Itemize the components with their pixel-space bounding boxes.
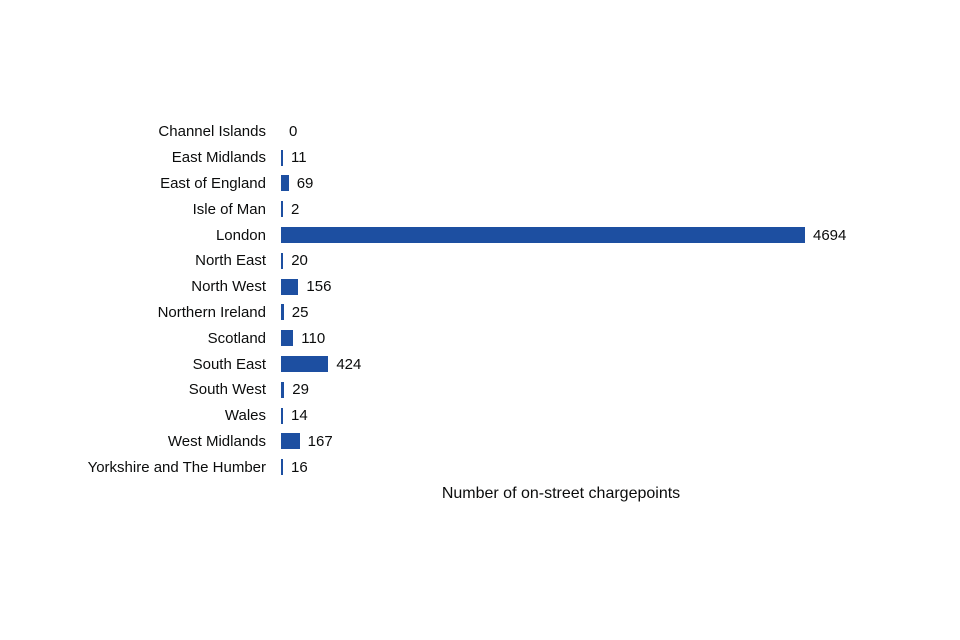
- bar: [281, 175, 289, 192]
- category-label: West Midlands: [167, 432, 266, 450]
- value-label: 424: [336, 355, 362, 373]
- value-label: 167: [307, 432, 333, 450]
- value-label: 4694: [813, 226, 847, 244]
- bar: [281, 381, 285, 398]
- category-label: North West: [191, 278, 266, 296]
- category-label: East Midlands: [171, 149, 266, 167]
- bar-row: East Midlands 11: [0, 145, 960, 171]
- category-label: Channel Islands: [158, 123, 266, 141]
- bar: [281, 149, 283, 166]
- plot-area: 29: [281, 377, 960, 403]
- plot-area: 20: [281, 248, 960, 274]
- bar: [281, 407, 283, 424]
- bar: [281, 356, 329, 373]
- bar-row: South West 29: [0, 377, 960, 403]
- plot-area: 156: [281, 274, 960, 300]
- category-label: London: [215, 226, 266, 244]
- bar-row: East of England 69: [0, 171, 960, 197]
- category-label: Wales: [224, 407, 266, 425]
- plot-area: 0: [281, 119, 960, 145]
- bar-row: Northern Ireland 25: [0, 300, 960, 326]
- category-label: North East: [195, 252, 266, 270]
- plot-area: 424: [281, 351, 960, 377]
- bar: [281, 330, 294, 347]
- category-label: South East: [192, 355, 266, 373]
- bar-row: Yorkshire and The Humber 16: [0, 454, 960, 480]
- category-label: Northern Ireland: [157, 303, 266, 321]
- value-label: 29: [292, 381, 309, 399]
- plot-area: 2: [281, 196, 960, 222]
- value-label: 20: [291, 252, 308, 270]
- bar-row: Wales 14: [0, 403, 960, 429]
- bar: [281, 278, 299, 295]
- value-label: 110: [301, 329, 326, 347]
- plot-area: 4694: [281, 222, 960, 248]
- bar: [281, 227, 805, 244]
- plot-area: 69: [281, 171, 960, 197]
- plot-area: 25: [281, 300, 960, 326]
- bar-row: South East 424: [0, 351, 960, 377]
- value-label: 156: [306, 278, 332, 296]
- bar-row: Channel Islands 0: [0, 119, 960, 145]
- plot-area: 167: [281, 429, 960, 455]
- plot-area: 11: [281, 145, 960, 171]
- bar: [281, 304, 284, 321]
- bar-chart: Channel Islands 0 East Midlands 11 East of E…: [0, 119, 960, 480]
- value-label: 25: [291, 303, 309, 321]
- value-label: 0: [289, 123, 298, 141]
- bar: [281, 459, 283, 476]
- category-label: East of England: [160, 174, 266, 192]
- category-label: Yorkshire and The Humber: [87, 458, 266, 476]
- value-label: 16: [291, 458, 308, 476]
- value-label: 11: [291, 149, 307, 167]
- bar-row: West Midlands 167: [0, 429, 960, 455]
- value-label: 14: [291, 407, 308, 425]
- value-label: 69: [296, 174, 314, 192]
- value-label: 2: [291, 200, 300, 218]
- bar: [281, 201, 283, 218]
- bar: [281, 433, 300, 450]
- bar-row: Scotland 110: [0, 325, 960, 351]
- plot-area: 14: [281, 403, 960, 429]
- category-label: South West: [188, 381, 266, 399]
- bar-row: North West 156: [0, 274, 960, 300]
- plot-area: 110: [281, 325, 960, 351]
- x-axis-title: Number of on-street chargepoints: [441, 485, 681, 502]
- bar-row: North East 20: [0, 248, 960, 274]
- plot-area: 16: [281, 454, 960, 480]
- bar-row: London 4694: [0, 222, 960, 248]
- bar: [281, 252, 284, 269]
- category-label: Scotland: [207, 329, 266, 347]
- category-label: Isle of Man: [192, 200, 266, 218]
- bar-row: Isle of Man 2: [0, 196, 960, 222]
